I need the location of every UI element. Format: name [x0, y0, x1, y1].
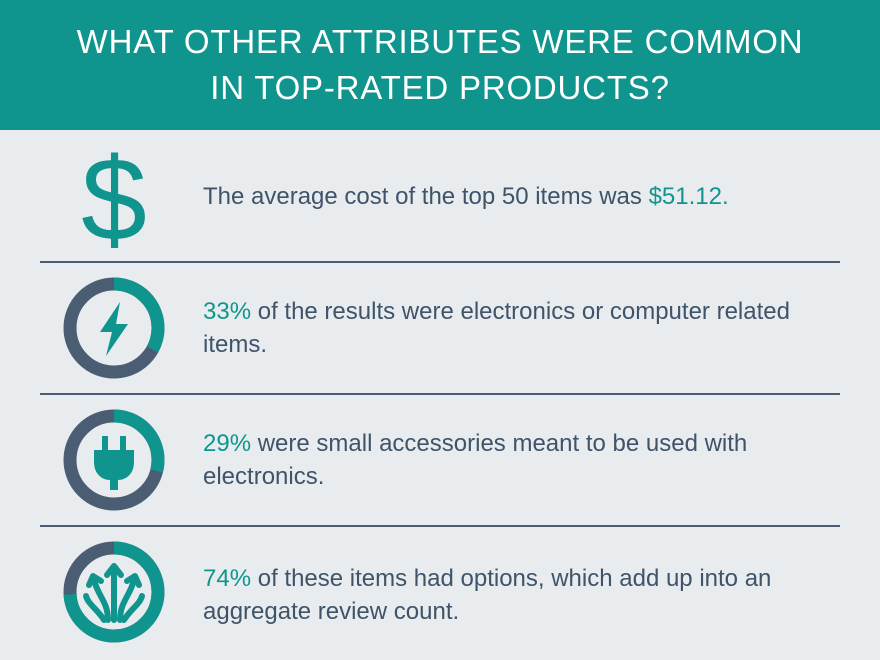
stat-text-accessories: 29% were small accessories meant to be u… [203, 430, 748, 490]
page-title-line-2: IN TOP-RATED PRODUCTS? [210, 69, 670, 106]
page-header: WHAT OTHER ATTRIBUTES WERE COMMON IN TOP… [0, 0, 880, 130]
stat-highlight: 29% [203, 430, 252, 457]
dollar-sign-icon: $ [60, 134, 168, 266]
stat-highlight: 74% [203, 565, 252, 592]
stat-row-options: 74% of these items had options, which ad… [40, 528, 840, 660]
divider [40, 261, 840, 263]
options-donut [60, 538, 168, 646]
stat-highlight: $51.12. [648, 183, 729, 210]
divider [40, 393, 840, 395]
stat-text-options: 74% of these items had options, which ad… [203, 565, 772, 625]
power-plug-icon [94, 436, 134, 490]
electronics-donut [60, 274, 168, 382]
stat-text-electronics: 33% of the results were electronics or c… [203, 298, 790, 358]
divider [40, 525, 840, 527]
svg-text:$: $ [81, 145, 147, 253]
stat-text-average-cost: The average cost of the top 50 items was… [203, 183, 729, 210]
stat-highlight: 33% [203, 298, 252, 325]
stat-row-average-cost: $ The average cost of the top 50 items w… [40, 134, 840, 266]
stat-row-electronics: 33% of the results were electronics or c… [40, 264, 840, 392]
page-title-line-1: WHAT OTHER ATTRIBUTES WERE COMMON [76, 23, 804, 60]
lightning-bolt-icon [100, 302, 128, 356]
accessories-donut [60, 406, 168, 514]
stat-row-accessories: 29% were small accessories meant to be u… [40, 396, 840, 524]
branching-arrows-icon [83, 563, 145, 623]
